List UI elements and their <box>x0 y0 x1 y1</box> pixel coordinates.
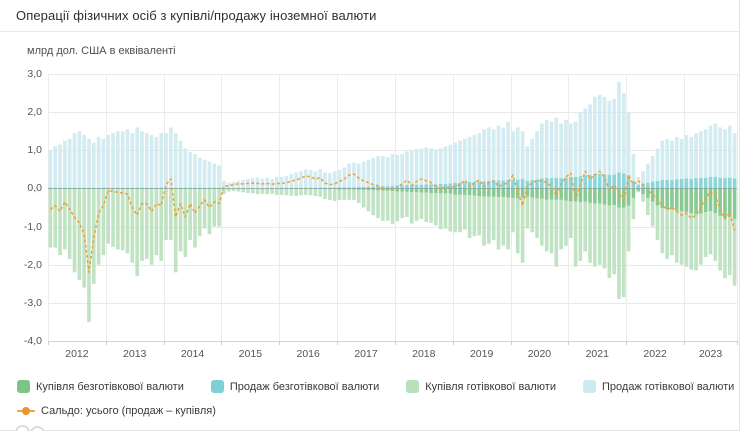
y-tick-label: -4,0 <box>23 335 42 347</box>
x-year-label: 2016 <box>296 348 320 360</box>
legend-label: Купівля готівкової валюти <box>425 380 556 393</box>
legend-swatch-noncash-purchase <box>17 380 30 393</box>
legend-item-saldo[interactable]: Сальдо: усього (продаж – купівля) <box>17 404 216 417</box>
legend: Купівля безготівкової валюти Продаж безг… <box>17 380 734 393</box>
legend-label: Сальдо: усього (продаж – купівля) <box>41 404 216 417</box>
x-year-label: 2012 <box>65 348 89 360</box>
x-year-label: 2017 <box>354 348 378 360</box>
x-year-label: 2020 <box>527 348 552 360</box>
x-year-label: 2014 <box>180 348 205 360</box>
legend-swatch-cash-sale <box>583 380 596 393</box>
legend-item-cash-sale[interactable]: Продаж готівкової валюти <box>583 380 734 393</box>
legend-item-cash-purchase[interactable]: Купівля готівкової валюти <box>406 380 556 393</box>
legend-label: Купівля безготівкової валюти <box>36 380 184 393</box>
y-tick-label: 1,0 <box>27 144 42 157</box>
y-tick-label: 2,0 <box>27 106 42 119</box>
x-year-label: 2021 <box>585 348 609 360</box>
x-year-label: 2019 <box>469 348 494 360</box>
x-year-label: 2015 <box>238 348 263 360</box>
x-year-label: 2018 <box>412 348 436 360</box>
saldo-line-marker-icon <box>17 404 35 417</box>
y-tick-label: 3,0 <box>27 68 42 80</box>
y-tick-label: -2,0 <box>23 258 42 271</box>
y-tick-label: -3,0 <box>23 296 42 309</box>
legend-swatch-noncash-sale <box>210 380 224 393</box>
legend-swatch-cash-purchase <box>406 380 420 393</box>
cut-off-control <box>15 424 135 431</box>
legend-row-saldo: Сальдо: усього (продаж – купівля) <box>17 404 216 417</box>
y-tick-label: 0,0 <box>27 182 42 195</box>
y-tick-label: -1,0 <box>23 220 42 233</box>
x-year-label: 2022 <box>643 348 667 360</box>
legend-label: Продаж безготівкової валюти <box>229 380 380 393</box>
legend-item-noncash-purchase[interactable]: Купівля безготівкової валюти <box>17 380 184 393</box>
legend-label: Продаж готівкової валюти <box>602 380 735 393</box>
x-year-label: 2023 <box>698 348 723 360</box>
x-year-label: 2013 <box>123 348 147 360</box>
legend-item-noncash-sale[interactable]: Продаж безготівкової валюти <box>210 380 380 393</box>
